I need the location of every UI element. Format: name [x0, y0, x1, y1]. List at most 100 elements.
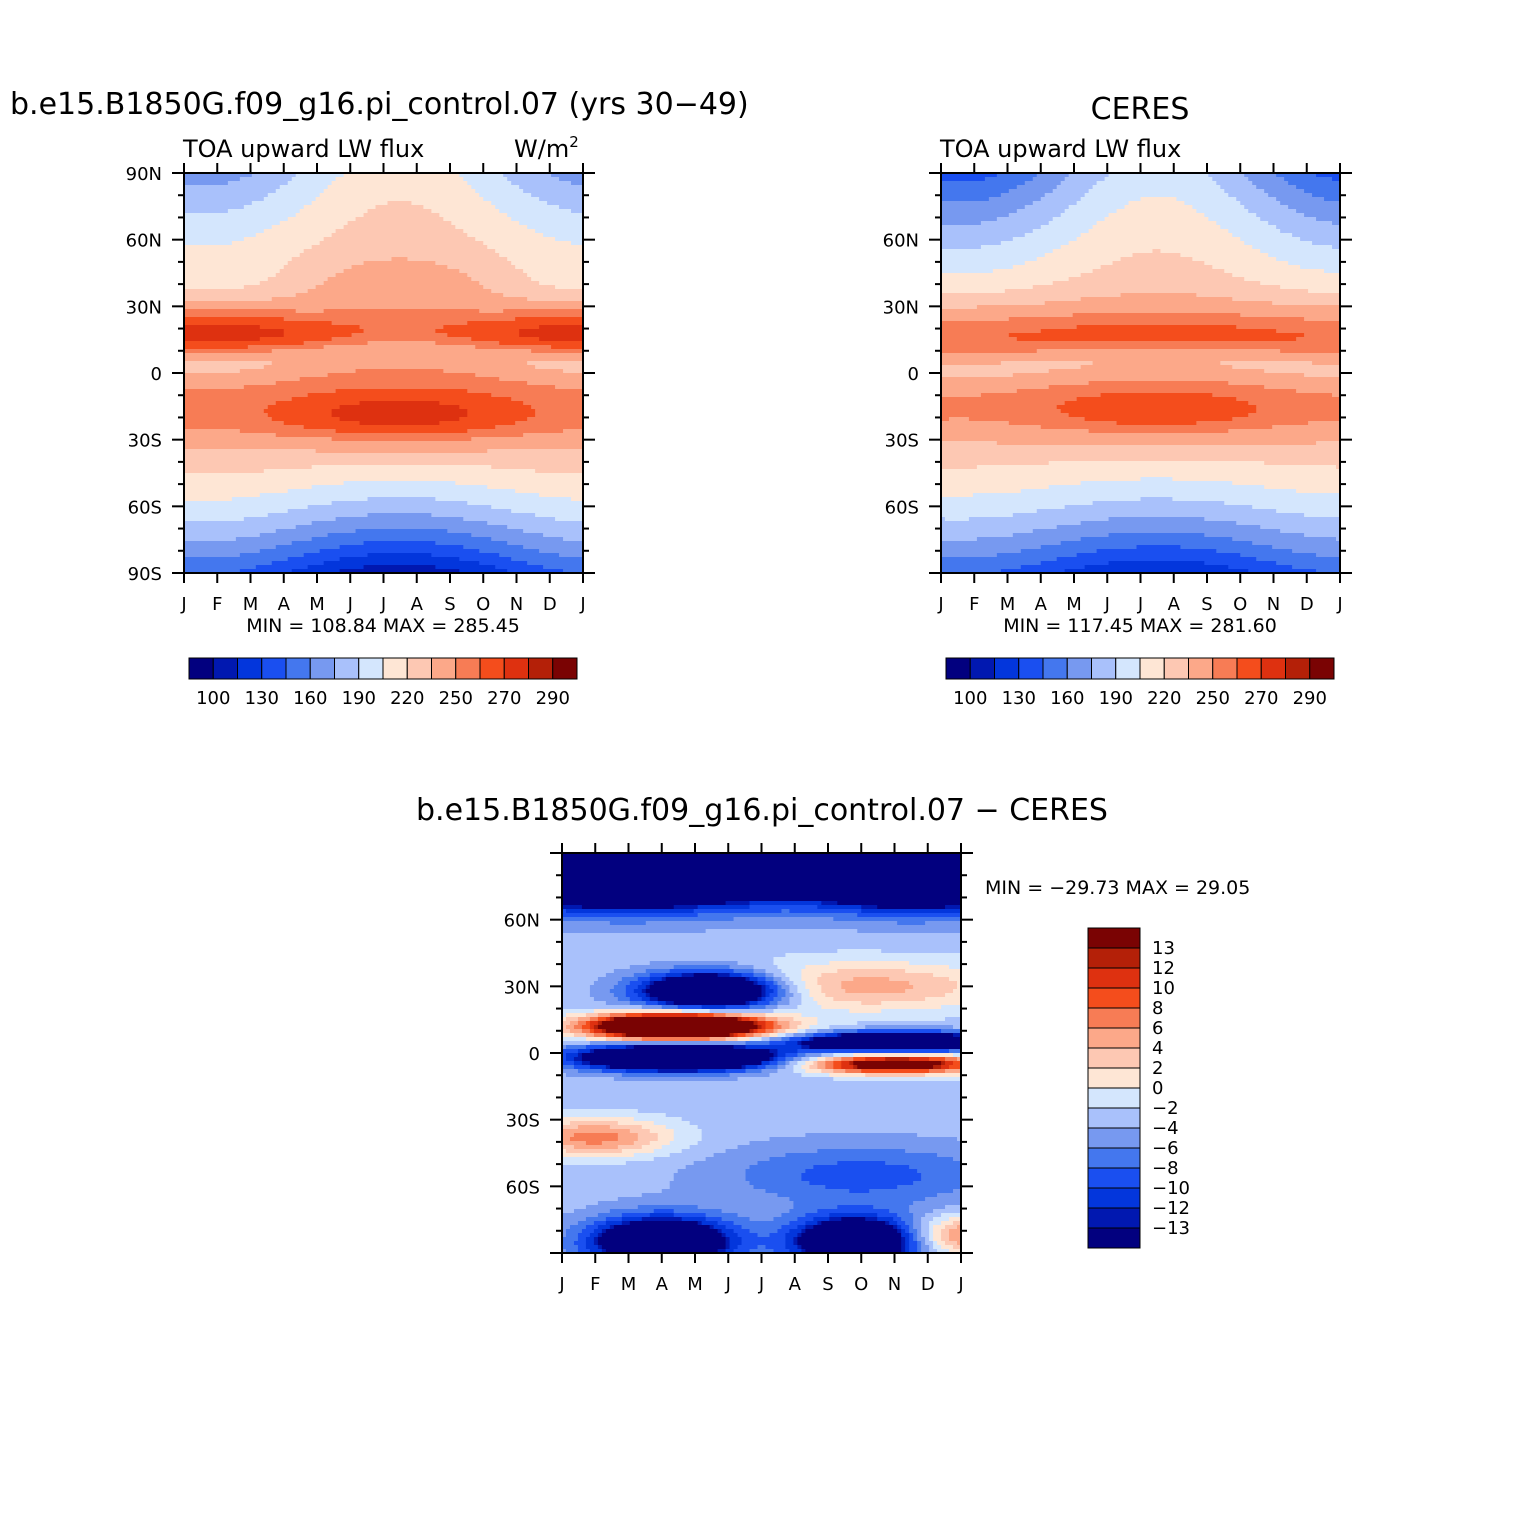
diff-cell [717, 1249, 727, 1254]
diff-cell [929, 1229, 934, 1234]
model-cell [463, 545, 524, 550]
diff-cell [753, 981, 759, 986]
model-cell [184, 437, 333, 442]
ceres-cell [941, 213, 1010, 218]
ceres-cell [1244, 241, 1313, 246]
diff-cell [645, 985, 651, 990]
model-cell [523, 545, 584, 550]
model-cell [184, 453, 584, 458]
diff-cell [817, 1017, 946, 1022]
diff-cell [562, 1045, 567, 1050]
diff-cell [597, 1237, 727, 1242]
diff-cell [562, 1101, 962, 1106]
diff-cell [653, 1149, 683, 1154]
diff-cell [797, 985, 806, 990]
diff-cell [765, 1017, 779, 1022]
model-cell [184, 273, 277, 278]
diff-cell [793, 1205, 838, 1210]
diff-cell [749, 1001, 759, 1006]
ceres-cell [968, 417, 1086, 422]
diff-cell [921, 1177, 962, 1182]
model-cell [263, 197, 317, 202]
diff-cell [801, 1013, 962, 1018]
ceres-cell [941, 405, 1058, 410]
diff-cell [621, 977, 639, 982]
diff-cell [562, 1197, 619, 1202]
model-cell [327, 277, 472, 282]
ceres-cell [1224, 269, 1325, 274]
model-cell [491, 465, 584, 470]
model-cell [184, 569, 241, 574]
diff-cell [877, 905, 946, 910]
diff-cell [757, 1245, 767, 1250]
ceres-cell [1104, 177, 1213, 182]
ceres-cell [941, 521, 1082, 526]
diff-cell [562, 897, 962, 902]
diff-cb-swatch [1087, 1127, 1141, 1149]
diff-cell [562, 1121, 571, 1126]
diff-cell [785, 1057, 795, 1062]
model-cell [343, 269, 460, 274]
diff-cell [901, 1217, 914, 1222]
ceres-cell [941, 393, 982, 398]
diff-cell [685, 1165, 751, 1170]
ceres-cell [1020, 549, 1098, 554]
diff-cell [637, 1205, 699, 1210]
diff-cell [797, 1041, 802, 1046]
diff-cell [793, 993, 802, 998]
ceres-cell [1240, 553, 1317, 558]
model-cell [515, 489, 584, 494]
diff-month-label: S [822, 1274, 833, 1295]
diff-cell [913, 1201, 962, 1206]
diff-cell [941, 1233, 950, 1238]
ceres-cell [1268, 253, 1341, 258]
model-cell [184, 377, 301, 382]
diff-cell [949, 1249, 962, 1254]
model-cell [355, 369, 444, 374]
model-cell [295, 309, 325, 314]
diff-cell [829, 1217, 842, 1222]
diff-cell [773, 1249, 791, 1254]
model-cell [519, 329, 584, 334]
diff-cell [925, 1197, 962, 1202]
model-cell [551, 173, 584, 178]
model-cell [435, 261, 512, 266]
diff-cell [837, 901, 962, 906]
diff-cell [562, 885, 962, 890]
diff-cell [921, 1173, 962, 1178]
panel-ceres-heatmap [941, 173, 1341, 574]
diff-cell [577, 1053, 583, 1058]
model-cb-label: 190 [342, 688, 376, 709]
ceres-cell [941, 353, 1341, 358]
ceres-cell [1332, 221, 1341, 226]
model-cell [503, 309, 584, 314]
diff-cb-label: −4 [1152, 1118, 1179, 1139]
ceres-cell [1048, 221, 1098, 226]
model-lat-label: 30S [128, 431, 162, 452]
ceres-cell [1092, 501, 1225, 506]
diff-cb-swatch [1087, 967, 1141, 989]
ceres-cell [1136, 545, 1181, 550]
model-cell [184, 185, 281, 190]
model-cell [351, 265, 448, 270]
model-cell [359, 401, 440, 406]
diff-cell [821, 901, 838, 906]
ceres-cell [1008, 317, 1305, 322]
diff-cell [573, 1061, 583, 1066]
ceres-cell [1276, 225, 1341, 230]
model-cell [184, 473, 584, 478]
diff-cell [562, 1133, 575, 1138]
diff-cell [933, 1241, 938, 1246]
diff-cell [921, 1241, 926, 1246]
model-cell [447, 265, 516, 270]
ceres-month-label: J [1137, 594, 1143, 615]
ceres-cell [941, 365, 1082, 370]
diff-cell [801, 1245, 902, 1250]
model-cell [184, 489, 289, 494]
diff-cell [562, 1129, 631, 1134]
ceres-cell [1220, 361, 1313, 366]
diff-lat-label: 30N [504, 977, 540, 998]
ceres-cell [1020, 565, 1086, 570]
diff-cell [841, 1065, 854, 1070]
